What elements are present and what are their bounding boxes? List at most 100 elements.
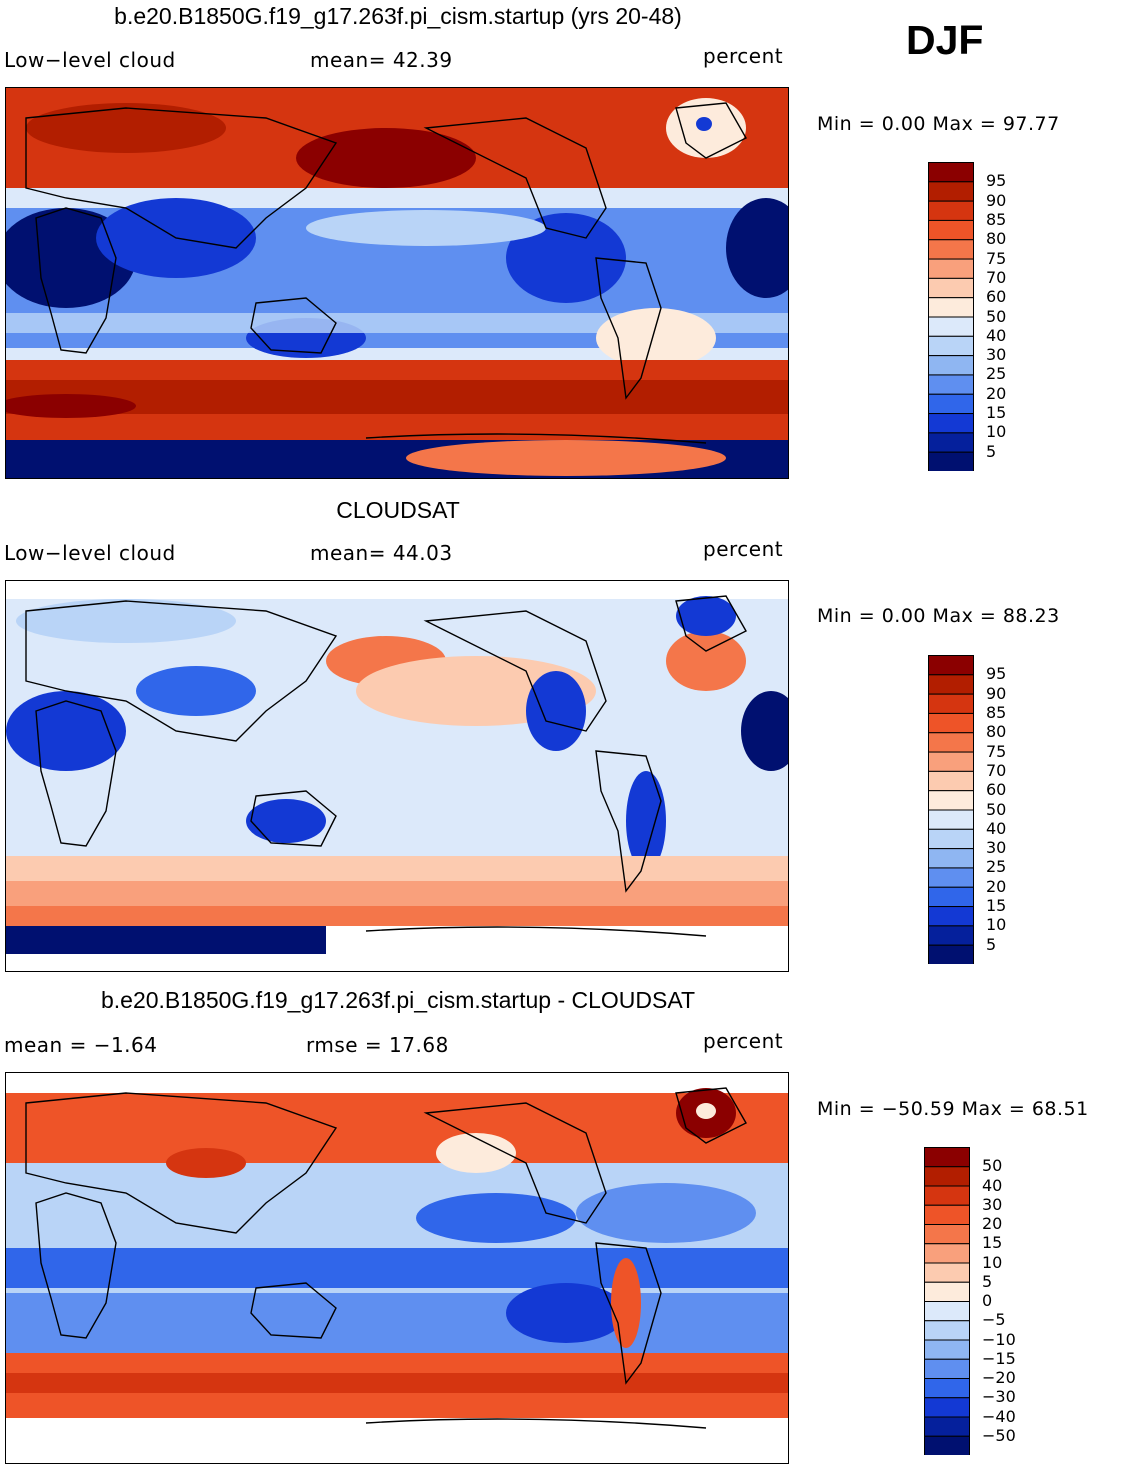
colorbar-swatch — [928, 316, 974, 337]
colorbar-tick-label: 95 — [986, 664, 1007, 684]
colorbar-swatch — [928, 906, 974, 927]
colorbar-swatch — [924, 1243, 970, 1264]
colorbar-swatch — [928, 413, 974, 434]
colorbar-swatch — [928, 239, 974, 260]
season-label: DJF — [906, 17, 984, 63]
map-panel-obs — [5, 580, 789, 972]
map-panel-model — [5, 87, 789, 479]
colorbar-tick-label: 70 — [986, 267, 1007, 287]
colorbar-swatch — [928, 219, 974, 241]
panel-left-label-model: Low−level cloud — [4, 48, 176, 72]
colorbar-swatch — [928, 674, 974, 695]
colorbar-swatch — [928, 732, 974, 753]
colorbar-tick-label: 80 — [986, 722, 1007, 742]
panel-units-obs: percent — [703, 537, 784, 561]
colorbar-tick-label: 0 — [982, 1291, 993, 1310]
colorbar-swatch — [928, 258, 974, 279]
colorbar-swatch — [924, 1262, 970, 1283]
colorbar-swatch — [928, 828, 974, 850]
colorbar-tick-label: 60 — [986, 287, 1007, 307]
colorbar-tick-label: 15 — [986, 896, 1007, 916]
colorbar-tick-label: 75 — [986, 248, 1007, 268]
colorbar-tick-label: 75 — [986, 741, 1007, 761]
colorbar-tick-label: −15 — [982, 1348, 1016, 1368]
colorbar-tick-label: 50 — [982, 1156, 1003, 1176]
colorbar-swatch — [928, 693, 974, 714]
colorbar-swatch — [928, 297, 974, 318]
colorbar-tick-label: 70 — [986, 760, 1007, 780]
colorbar-swatch — [924, 1204, 970, 1225]
colorbar-swatch — [928, 655, 974, 676]
colorbar-swatch — [924, 1435, 970, 1456]
colorbar-swatch — [924, 1358, 970, 1379]
colorbar-tick-label: 5 — [986, 934, 997, 954]
colorbar-swatch — [924, 1378, 970, 1399]
colorbar-tick-label: 20 — [986, 876, 1007, 896]
colorbar-tick-label: 30 — [986, 345, 1007, 365]
colorbar-tick-label: 80 — [986, 229, 1007, 249]
colorbar-tick-label: 5 — [982, 1271, 993, 1291]
panel-mean-model: mean= 42.39 — [310, 48, 453, 72]
colorbar-tick-label: 40 — [986, 325, 1007, 345]
colorbar-tick-label: 50 — [986, 799, 1007, 819]
colorbar-tick-label: 95 — [986, 171, 1007, 191]
colorbar-tick-label: 90 — [986, 683, 1007, 703]
colorbar-swatch — [928, 451, 974, 473]
colorbar-swatch — [924, 1166, 970, 1187]
colorbar-swatch — [928, 867, 974, 888]
colorbar-swatch — [928, 162, 974, 183]
panel-rmse-diff: rmse = 17.68 — [306, 1033, 449, 1057]
colorbar-tick-label: 85 — [986, 702, 1007, 722]
colorbar-tick-label: −30 — [982, 1387, 1016, 1407]
colorbar-swatch — [924, 1339, 970, 1360]
colorbar-swatch — [928, 393, 974, 415]
panel-left-label-obs: Low−level cloud — [4, 541, 176, 565]
colorbar-obs — [928, 655, 974, 969]
colorbar-swatch — [928, 770, 974, 792]
colorbar-swatch — [928, 181, 974, 202]
colorbar-tick-label: 10 — [986, 422, 1007, 442]
panel-units-model: percent — [703, 44, 784, 68]
colorbar-swatch — [924, 1416, 970, 1437]
colorbar-swatch — [924, 1320, 970, 1341]
colorbar-swatch — [924, 1397, 970, 1418]
colorbar-tick-label: 15 — [982, 1233, 1003, 1253]
colorbar-tick-label: 50 — [986, 306, 1007, 326]
colorbar-swatch — [928, 200, 974, 221]
colorbar-tick-label: 10 — [982, 1252, 1003, 1272]
colorbar-swatch — [928, 809, 974, 830]
panel-title-diff: b.e20.B1850G.f19_g17.263f.pi_cism.startu… — [100, 987, 696, 1013]
colorbar-swatch — [928, 712, 974, 734]
colorbar-tick-label: 85 — [986, 209, 1007, 229]
colorbar-swatch — [928, 355, 974, 376]
colorbar-swatch — [928, 432, 974, 453]
panel-mean-diff: mean = −1.64 — [4, 1033, 158, 1057]
colorbar-tick-label: −5 — [982, 1310, 1006, 1330]
colorbar-swatch — [924, 1301, 970, 1322]
colorbar-tick-label: −50 — [982, 1425, 1016, 1445]
colorbar-swatch — [928, 848, 974, 869]
panel-mean-obs: mean= 44.03 — [310, 541, 453, 565]
colorbar-swatch — [928, 374, 974, 395]
colorbar-diff — [924, 1147, 970, 1460]
colorbar-tick-label: 20 — [986, 383, 1007, 403]
minmax-diff: Min = −50.59 Max = 68.51 — [817, 1098, 1089, 1120]
colorbar-tick-label: 25 — [986, 857, 1007, 877]
colorbar-tick-label: 30 — [986, 838, 1007, 858]
panel-title-obs: CLOUDSAT — [336, 497, 460, 523]
colorbar-swatch — [928, 944, 974, 966]
map-panel-diff — [5, 1072, 789, 1464]
colorbar-tick-label: −10 — [982, 1329, 1016, 1349]
colorbar-swatch — [928, 335, 974, 357]
colorbar-swatch — [924, 1185, 970, 1206]
colorbar-tick-label: 15 — [986, 403, 1007, 423]
colorbar-swatch — [928, 790, 974, 811]
colorbar-tick-label: −40 — [982, 1406, 1016, 1426]
colorbar-swatch — [928, 277, 974, 299]
panel-units-diff: percent — [703, 1029, 784, 1053]
colorbar-swatch — [924, 1224, 970, 1245]
colorbar-tick-label: 40 — [982, 1175, 1003, 1195]
colorbar-swatch — [924, 1147, 970, 1168]
colorbar-tick-label: 25 — [986, 364, 1007, 384]
colorbar-tick-label: 40 — [986, 818, 1007, 838]
